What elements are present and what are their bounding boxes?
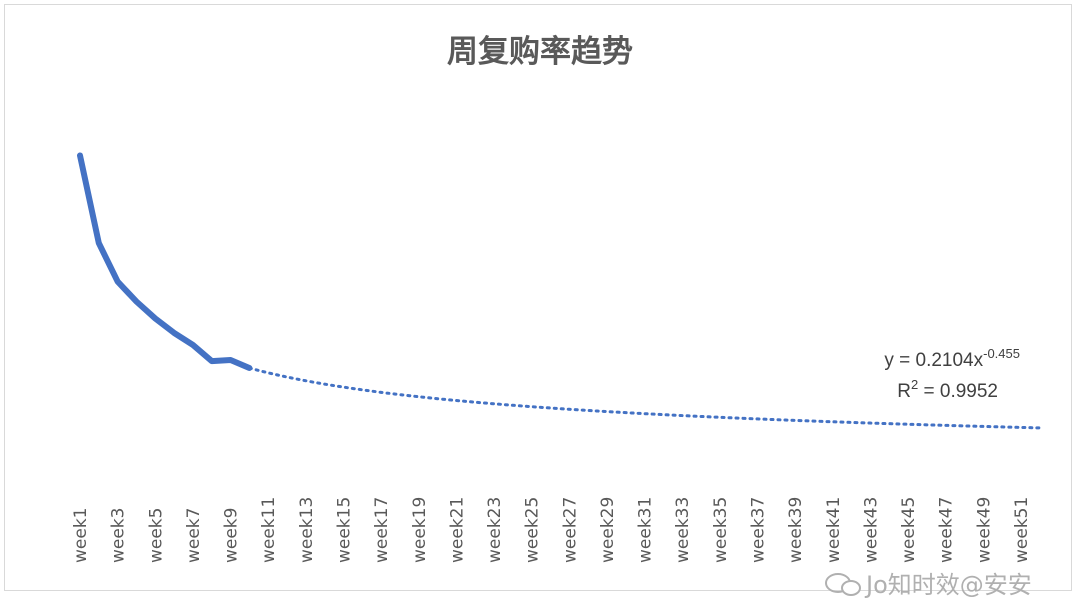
x-tick-label: week29 bbox=[598, 497, 618, 563]
trendline bbox=[247, 366, 1042, 430]
x-tick-label: week7 bbox=[184, 508, 204, 563]
x-tick-label: week19 bbox=[410, 497, 430, 563]
x-tick-label: week9 bbox=[222, 508, 242, 563]
x-axis-ticks: week1 week3 week5 week7 week9 week11 week13 wee… bbox=[71, 497, 1032, 563]
x-tick-label: week15 bbox=[334, 497, 354, 563]
chart-frame bbox=[4, 4, 1072, 591]
x-tick-label: week13 bbox=[297, 497, 317, 563]
x-tick-label: week27 bbox=[560, 497, 580, 563]
watermark-text: Jo知时效@安安 bbox=[864, 571, 1032, 599]
x-tick-label: week47 bbox=[937, 497, 957, 563]
x-tick-label: week11 bbox=[259, 497, 279, 563]
series-line bbox=[77, 152, 253, 371]
x-tick-label: week23 bbox=[485, 497, 505, 563]
x-tick-label: week25 bbox=[523, 497, 543, 563]
x-tick-label: week45 bbox=[899, 497, 919, 563]
chart-title: 周复购率趋势 bbox=[447, 34, 633, 70]
trend-r2: R2 = 0.9952 bbox=[897, 377, 998, 402]
trend-equation: y = 0.2104x-0.455 bbox=[884, 346, 1020, 371]
x-tick-label: week1 bbox=[71, 508, 91, 563]
x-tick-label: week35 bbox=[711, 497, 731, 563]
x-tick-label: week3 bbox=[109, 508, 129, 563]
x-tick-label: week37 bbox=[749, 497, 769, 563]
x-tick-label: week31 bbox=[636, 497, 656, 563]
x-tick-label: week49 bbox=[974, 497, 994, 563]
x-tick-label: week21 bbox=[447, 497, 467, 563]
x-tick-label: week17 bbox=[372, 497, 392, 563]
x-tick-label: week39 bbox=[786, 497, 806, 563]
x-tick-label: week43 bbox=[861, 497, 881, 563]
x-tick-label: week51 bbox=[1012, 497, 1032, 563]
x-tick-label: week5 bbox=[146, 508, 166, 563]
x-tick-label: week33 bbox=[673, 497, 693, 563]
x-tick-label: week41 bbox=[824, 497, 844, 563]
watermark: Jo知时效@安安 bbox=[825, 571, 1032, 599]
